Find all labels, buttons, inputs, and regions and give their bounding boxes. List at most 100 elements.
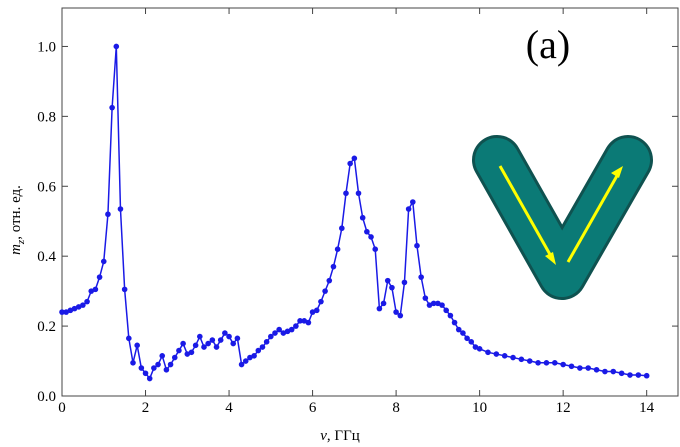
x-axis-label: ν, ГГц [320,428,360,444]
data-point [192,342,199,349]
data-point [80,302,86,308]
data-point [577,365,583,371]
data-point [526,358,533,364]
data-point [518,356,525,363]
data-point [430,300,437,307]
data-point [230,340,237,347]
data-point [560,361,566,368]
data-point [213,344,220,350]
data-point [468,339,475,345]
data-point [602,368,608,375]
y-tick-label: 0.6 [37,179,56,195]
data-point [167,361,174,368]
data-point [126,335,132,342]
data-point [476,346,483,352]
data-point [305,319,312,326]
x-tick-label: 4 [225,400,233,416]
data-point [535,359,541,366]
inset-wire [472,135,653,300]
data-point [146,375,153,382]
data-point [293,323,299,329]
x-tick-label: 8 [392,400,400,416]
data-point [217,337,224,343]
data-point [334,246,341,252]
data-point [100,258,107,265]
data-point [568,363,575,370]
data-point [288,326,295,333]
plot-frame [61,7,679,397]
data-point [188,349,195,356]
x-tick-label: 12 [556,400,571,416]
data-point [105,211,111,218]
data-point [234,335,241,342]
data-point [117,206,124,212]
data-point [297,318,303,324]
y-tick-label: 0.0 [37,389,56,405]
y-tick-label: 0.4 [37,249,56,265]
data-point [121,286,128,293]
x-tick-label: 0 [58,400,66,416]
data-point [351,155,358,162]
y-tick-label: 1.0 [37,39,56,55]
y-axis-label: mz, отн. ед. [8,185,27,255]
data-point [401,279,408,286]
data-point [159,353,166,359]
x-tick-label: 6 [309,400,317,416]
data-point [205,340,211,347]
data-point [59,309,65,315]
data-point [455,326,462,333]
data-point [368,234,374,240]
x-label-unit: , ГГц [327,428,360,444]
data-point [272,330,278,336]
data-point [226,333,232,340]
data-point [380,300,387,307]
data-point [276,326,282,333]
data-point [397,312,404,319]
data-point [410,199,416,205]
data-point [543,359,550,366]
data-point [263,339,270,345]
data-point [330,263,337,270]
data-point [418,274,424,280]
y-tick-label: 0.8 [37,109,56,125]
data-point [439,302,445,308]
data-point [142,370,149,377]
data-point [552,359,558,366]
data-point [180,340,186,347]
x-tick-label: 14 [639,400,655,416]
data-point [493,351,500,357]
data-point [510,354,516,361]
data-point [326,277,333,284]
data-point [138,365,145,371]
data-point [372,246,379,252]
data-point [610,368,617,375]
data-point [171,354,178,361]
data-point [251,353,257,359]
data-point [197,333,203,340]
data-point [443,307,450,314]
x-label-symbol: ν [320,428,327,444]
data-point [593,366,600,373]
data-point [151,365,157,371]
data-point [176,347,182,354]
data-point [627,372,633,378]
data-point [343,190,349,197]
data-point [134,342,140,349]
data-point [384,277,391,284]
y-label-sub: z [15,239,27,245]
data-point [222,330,228,336]
data-point [242,358,249,364]
data-point [201,344,207,350]
data-point [414,242,420,249]
data-point [643,372,650,379]
data-point [322,288,328,294]
data-point [464,335,470,342]
x-tick-label: 2 [142,400,150,416]
data-point [447,312,454,319]
data-point [451,319,458,326]
data-point [355,190,362,197]
data-point [313,307,320,314]
annotation: (a) [526,22,570,67]
data-point [155,361,161,368]
